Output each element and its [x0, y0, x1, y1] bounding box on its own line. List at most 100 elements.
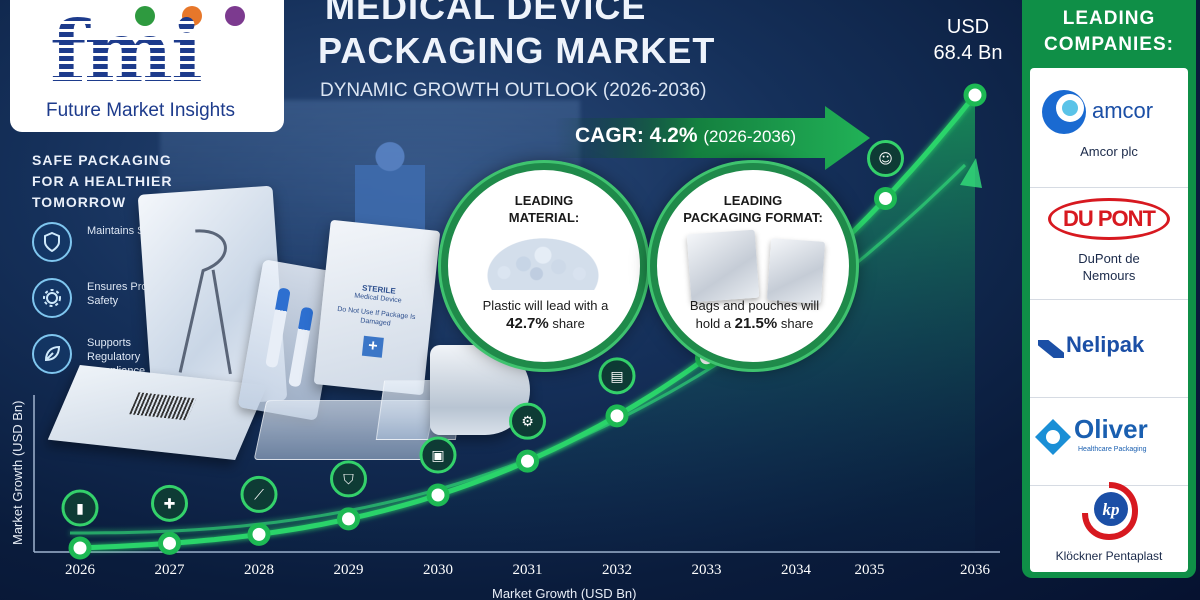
companies-list: amcor Amcor plc DU PONT DuPont de Nemour…: [1030, 68, 1188, 572]
pouch-image: [766, 238, 826, 304]
dupont-logo: DU PONT: [1048, 198, 1170, 240]
brand-name: Future Market Insights: [46, 100, 236, 121]
leading-material-text: Plastic will lead with a 42.7% share: [458, 297, 633, 333]
leading-material-heading-2: MATERIAL:: [508, 210, 580, 225]
gear-icon: [509, 402, 546, 440]
oliver-logo-text: Oliver: [1074, 414, 1148, 444]
x-tick-2036: 2036: [960, 562, 991, 578]
amcor-logo-text: amcor: [1092, 98, 1154, 123]
x-axis-title: Market Growth (USD Bn): [492, 586, 636, 600]
leaf-icon: [32, 334, 72, 374]
instrument-pouch-image: [137, 185, 288, 410]
x-tick-2027: 2027: [155, 562, 186, 578]
leading-format-heading-1: LEADING: [723, 193, 783, 208]
trend-arrowhead: [960, 158, 982, 188]
feature-safety: Ensures Product Safety: [32, 278, 182, 328]
company-klockner[interactable]: kp Klöckner Pentaplast: [1030, 482, 1188, 572]
leading-format-sentence-2: hold a: [695, 316, 732, 331]
end-value-amount: 68.4 Bn: [933, 42, 1003, 64]
company-name: DuPont de Nemours: [1078, 251, 1140, 283]
data-point-2026: [68, 536, 92, 560]
data-point-2035: [874, 186, 897, 210]
x-tick-2026: 2026: [65, 562, 96, 578]
company-oliver[interactable]: Oliver Healthcare Packaging: [1030, 398, 1188, 486]
leading-format-share: 21.5%: [734, 315, 778, 332]
leading-format-card: LEADING PACKAGING FORMAT: Bags and pouch…: [650, 163, 856, 369]
oliver-logo-subtext: Healthcare Packaging: [1078, 446, 1147, 453]
leading-companies-title-1: LEADING: [1062, 8, 1156, 29]
company-name: Amcor plc: [1080, 144, 1138, 159]
fmi-logo[interactable]: fmi Future Market Insights: [10, 0, 284, 132]
clipboard-icon: [598, 357, 636, 395]
nelipak-logo-text: Nelipak: [1066, 332, 1145, 357]
x-tick-2033: 2033: [692, 562, 722, 578]
box-icon-glyph: ▣: [431, 448, 444, 464]
cagr-arrow: [555, 106, 870, 170]
growth-area: [80, 95, 975, 552]
data-point-2032: [605, 404, 629, 428]
data-point-2027: [158, 531, 181, 555]
kp-logo-icon: kp: [1082, 482, 1138, 540]
syringe-icon: [240, 475, 278, 513]
box-icon: [419, 436, 457, 474]
plastic-granules-image: [478, 232, 608, 290]
leading-material-share-suffix: share: [552, 316, 585, 331]
medical-kit-icon: [151, 484, 188, 522]
x-tick-2029: 2029: [334, 562, 364, 578]
page-subtitle: DYNAMIC GROWTH OUTLOOK (2026-2036): [320, 80, 707, 101]
page-title-line2: PACKAGING MARKET: [318, 30, 716, 71]
y-axis-title: Market Growth (USD Bn): [10, 401, 25, 545]
shield-icon: [32, 222, 72, 262]
leading-material-card: LEADING MATERIAL: Plastic will lead with…: [441, 163, 647, 369]
company-nelipak[interactable]: Nelipak: [1030, 300, 1188, 398]
logo-mark: fmi: [50, 8, 260, 96]
pouch-image: [686, 229, 760, 303]
people-icon: [867, 139, 904, 177]
company-dupont[interactable]: DU PONT DuPont de Nemours: [1030, 188, 1188, 300]
amcor-logo-icon: [1042, 90, 1086, 134]
data-point-2029: [337, 507, 360, 531]
logo-person-dot: [182, 6, 202, 26]
leading-format-text: Bags and pouches will hold a 21.5% share: [667, 297, 842, 333]
data-point-2028: [247, 522, 271, 546]
shield-icon: [330, 460, 367, 498]
cagr-rate: CAGR: 4.2%: [575, 124, 698, 147]
x-tick-2030: 2030: [423, 562, 453, 578]
page-title-line1: MEDICAL DEVICE: [325, 0, 647, 27]
end-value-label: USD 68.4 Bn: [918, 14, 1018, 66]
gear-icon: [32, 278, 72, 318]
leading-material-heading-1: LEADING: [514, 193, 574, 208]
logo-chart-dot: [225, 6, 245, 26]
shield-icon-glyph: ⛉: [343, 472, 354, 488]
leading-companies-panel: LEADING COMPANIES: amcor Amcor plc DU PO…: [1022, 0, 1196, 578]
x-tick-2031: 2031: [513, 562, 543, 578]
x-tick-2032: 2032: [602, 562, 632, 578]
medical-kit-icon-glyph: ✚: [164, 496, 176, 512]
x-tick-2028: 2028: [244, 562, 274, 578]
cagr-value: CAGR: 4.2% (2026-2036): [575, 124, 796, 148]
kp-logo-text: kp: [1103, 500, 1120, 519]
company-amcor[interactable]: amcor Amcor plc: [1030, 68, 1188, 188]
logo-globe-dot: [135, 6, 155, 26]
leading-format-heading: LEADING PACKAGING FORMAT:: [657, 192, 849, 226]
bar-chart-icon: [61, 489, 99, 527]
data-point-2030: [426, 483, 450, 507]
people-icon-glyph: ☺: [878, 151, 893, 167]
leading-format-sentence: Bags and pouches will: [689, 298, 820, 313]
oliver-logo-icon: [1035, 419, 1071, 455]
nelipak-logo-icon: [1038, 340, 1064, 358]
x-tick-2034: 2034: [781, 562, 812, 578]
leading-format-heading-2: PACKAGING FORMAT:: [683, 210, 823, 225]
clipboard-icon-glyph: ▤: [610, 369, 623, 385]
leading-material-heading: LEADING MATERIAL:: [448, 192, 640, 226]
data-point-2036: [963, 83, 987, 107]
x-tick-2035: 2035: [855, 562, 885, 578]
tagline: SAFE PACKAGING FOR A HEALTHIER TOMORROW: [32, 152, 173, 210]
leading-companies-title: LEADING COMPANIES:: [1022, 6, 1196, 58]
gear-icon-glyph: ⚙: [521, 414, 534, 430]
leading-material-sentence: Plastic will lead with a: [482, 298, 609, 313]
leading-material-share: 42.7%: [506, 315, 549, 332]
data-point-2031: [516, 449, 539, 473]
cagr-period: (2026-2036): [703, 127, 796, 146]
year-ticks: 2026 2027 2028 2029 2030 2031 2032 2033 2034 2035…: [65, 562, 991, 578]
